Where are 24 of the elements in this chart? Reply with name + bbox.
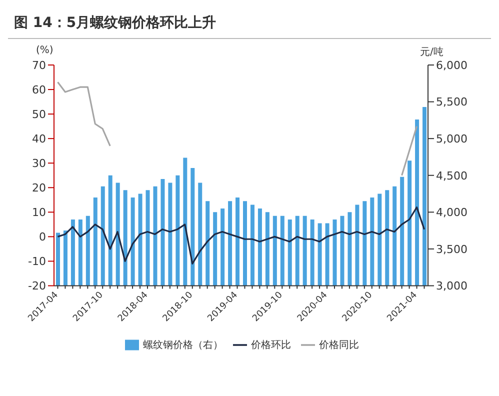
y-tick-label: 20	[32, 182, 46, 195]
y-tick-label: -20	[28, 280, 46, 293]
y-tick-label: 50	[32, 108, 46, 121]
y2-axis-title: 元/吨	[420, 46, 444, 59]
y-tick-label: 30	[32, 157, 46, 170]
y2-tick-label: 5,000	[436, 132, 468, 146]
line-series	[56, 206, 426, 264]
y-tick-label: 40	[32, 132, 46, 146]
y-axis-title: (%)	[36, 45, 54, 56]
y-tick-label: 10	[32, 206, 46, 220]
y2-tick-label: 3,000	[436, 280, 468, 293]
y2-tick-label: 5,500	[436, 96, 468, 109]
legend-label: 螺纹钢价格（右）	[143, 340, 223, 351]
legend-label: 价格同比	[319, 340, 359, 351]
y-tick-label: -10	[28, 255, 46, 268]
y-tick-label: 60	[32, 83, 46, 96]
y2-tick-label: 4,500	[436, 169, 468, 182]
y2-tick-label: 4,000	[436, 206, 468, 220]
y2-tick-label: 3,500	[436, 242, 468, 256]
y-tick-label: 0	[39, 230, 46, 244]
y-tick-label: 70	[32, 58, 46, 72]
chart-title: 图 14：5月螺纹钢价格环比上升	[8, 8, 491, 39]
legend-label: 价格环比	[251, 340, 291, 351]
y2-tick-label: 6,000	[436, 58, 468, 72]
